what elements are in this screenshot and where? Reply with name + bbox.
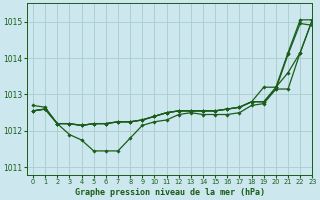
- X-axis label: Graphe pression niveau de la mer (hPa): Graphe pression niveau de la mer (hPa): [75, 188, 265, 197]
